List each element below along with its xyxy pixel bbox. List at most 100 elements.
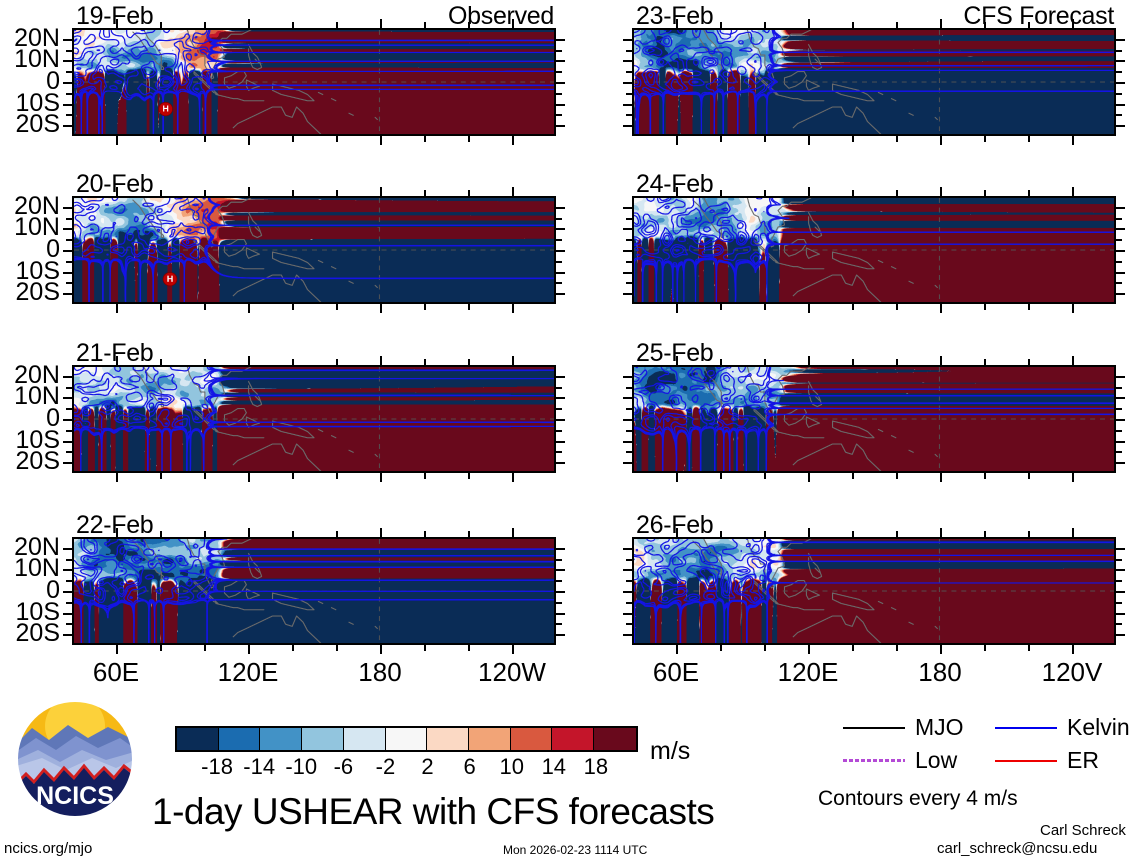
x-axis-minor-tick — [160, 22, 162, 28]
x-axis-minor-tick — [984, 22, 986, 28]
map-shading-canvas — [74, 30, 554, 134]
y-axis-tick — [623, 591, 632, 593]
y-axis-tick — [63, 547, 72, 550]
y-axis-tick — [1116, 462, 1125, 465]
x-axis-tick — [808, 473, 810, 482]
panel-date-label: 24-Feb — [636, 170, 714, 198]
y-axis-minor-tick — [66, 49, 72, 52]
y-axis-label: 20S — [15, 619, 60, 648]
x-axis-minor-tick — [292, 645, 294, 651]
x-axis-tick — [380, 645, 382, 654]
x-axis-minor-tick — [160, 190, 162, 196]
y-axis-label: 20N — [14, 360, 60, 389]
map-frame — [72, 537, 556, 645]
x-axis-tick — [248, 528, 250, 537]
x-axis-minor-tick — [896, 136, 898, 142]
y-axis-tick — [623, 634, 632, 637]
x-axis-tick — [940, 304, 942, 313]
x-axis-minor-tick — [896, 645, 898, 651]
panel-date-label: 23-Feb — [636, 2, 714, 30]
y-axis-tick — [63, 419, 72, 421]
y-axis-minor-tick — [556, 114, 562, 117]
y-axis-tick — [623, 250, 632, 252]
colorbar-tick-label: 6 — [463, 754, 476, 779]
y-axis-tick — [623, 419, 632, 421]
y-axis-minor-tick — [1116, 49, 1122, 52]
y-axis-minor-tick — [1116, 429, 1122, 432]
x-axis-minor-tick — [852, 531, 854, 537]
y-axis-minor-tick — [556, 282, 562, 285]
x-axis-minor-tick — [852, 136, 854, 142]
legend-item-kelvin-x2: Kelvin x2 — [995, 714, 1135, 741]
x-axis-tick — [940, 356, 942, 365]
x-axis-minor-tick — [204, 22, 206, 28]
x-axis-minor-tick — [764, 22, 766, 28]
x-axis-tick — [248, 473, 250, 482]
x-axis-minor-tick — [896, 531, 898, 537]
y-axis-tick — [1116, 397, 1125, 400]
x-axis-tick — [116, 136, 118, 145]
y-axis-tick — [63, 375, 72, 378]
x-axis-label: 120E — [217, 657, 279, 687]
x-axis-minor-tick — [764, 136, 766, 142]
x-axis-minor-tick — [424, 645, 426, 651]
x-axis-label: 120W — [478, 657, 546, 687]
x-axis-minor-tick — [720, 190, 722, 196]
x-axis-tick — [1072, 356, 1074, 365]
x-axis-minor-tick — [984, 473, 986, 479]
colorbar — [175, 726, 638, 752]
footer-site-link[interactable]: ncics.org/mjo — [4, 840, 93, 857]
x-axis-tick — [248, 645, 250, 654]
x-axis-tick — [676, 473, 678, 482]
y-axis-tick — [556, 206, 565, 209]
x-axis-tick — [116, 187, 118, 196]
x-axis-minor-tick — [764, 531, 766, 537]
y-axis-minor-tick — [1116, 601, 1122, 604]
x-axis-minor-tick — [468, 645, 470, 651]
y-axis-minor-tick — [626, 239, 632, 242]
y-axis-minor-tick — [556, 92, 562, 95]
y-axis-tick — [63, 591, 72, 593]
x-axis-tick — [512, 528, 514, 537]
x-axis-tick — [808, 187, 810, 196]
y-axis-minor-tick — [66, 217, 72, 220]
x-axis-tick — [940, 528, 942, 537]
y-axis-label: 10N — [14, 213, 60, 242]
legend-line-swatch — [995, 726, 1057, 729]
x-axis-label: 120E — [777, 657, 839, 687]
y-axis-minor-tick — [626, 386, 632, 389]
y-axis-minor-tick — [626, 114, 632, 117]
y-axis-minor-tick — [626, 71, 632, 74]
x-axis-minor-tick — [160, 136, 162, 142]
y-axis-label: 10N — [14, 382, 60, 411]
map-shading-canvas — [74, 539, 554, 643]
colorbar-swatch-8 — [510, 728, 553, 750]
y-axis-label: 20S — [15, 447, 60, 476]
y-axis-minor-tick — [66, 623, 72, 626]
x-axis-tick — [676, 528, 678, 537]
x-axis-minor-tick — [336, 304, 338, 310]
x-axis-tick — [1072, 645, 1074, 654]
x-axis-minor-tick — [468, 304, 470, 310]
map-frame — [632, 196, 1116, 304]
x-axis-label: 120V — [1041, 657, 1103, 687]
x-axis-tick — [380, 187, 382, 196]
footer-author: Carl Schreck — [1040, 822, 1126, 839]
x-axis-minor-tick — [468, 359, 470, 365]
x-axis-minor-tick — [896, 473, 898, 479]
y-axis-tick — [623, 271, 632, 274]
legend-label: MJO — [915, 714, 964, 740]
x-axis-minor-tick — [292, 359, 294, 365]
x-axis-tick — [676, 19, 678, 28]
x-axis-minor-tick — [1028, 136, 1030, 142]
x-axis-tick — [248, 356, 250, 365]
y-axis-minor-tick — [626, 429, 632, 432]
y-axis-minor-tick — [626, 260, 632, 263]
x-axis-tick — [808, 528, 810, 537]
y-axis-minor-tick — [556, 558, 562, 561]
footer-email[interactable]: carl_schreck@ncsu.edu — [937, 840, 1098, 857]
x-axis-minor-tick — [852, 359, 854, 365]
map-frame — [72, 365, 556, 473]
x-axis-minor-tick — [292, 531, 294, 537]
y-axis-tick — [1116, 591, 1125, 593]
